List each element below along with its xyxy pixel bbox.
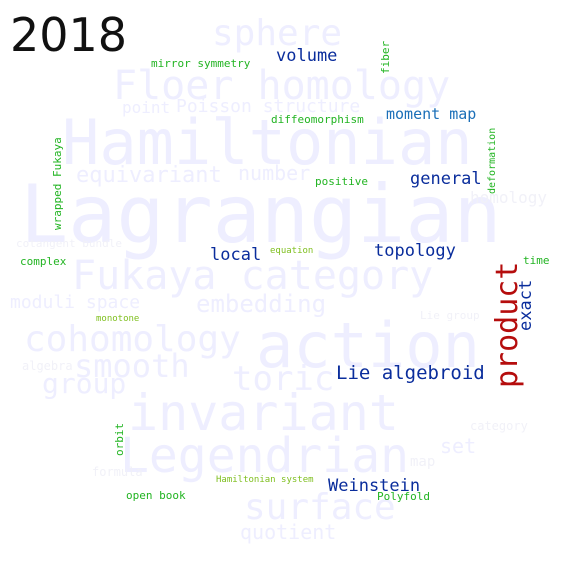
word-product: product: [490, 261, 525, 388]
word-equation: equation: [270, 246, 314, 256]
word-fukaya-category: Fukaya category: [72, 253, 434, 299]
word-lie-algebroid: Lie algebroid: [336, 362, 485, 384]
word-diffeomorphism: diffeomorphism: [271, 113, 364, 126]
word-action: action: [256, 309, 480, 382]
word-embedding: embedding: [196, 290, 327, 318]
word-surface: surface: [244, 487, 396, 528]
word-deformation: deformation: [487, 127, 498, 194]
word-smooth: smooth: [74, 347, 190, 385]
word-equivariant: equivariant: [76, 163, 222, 188]
word-topology: topology: [374, 241, 456, 261]
word-moment-map: moment map: [386, 105, 477, 123]
word-moduli-space: moduli space: [10, 292, 141, 313]
word-complex: complex: [20, 255, 67, 268]
word-homology: homology: [470, 188, 548, 207]
word-open-book: open book: [126, 489, 186, 502]
word-quotient: quotient: [240, 520, 337, 544]
word-local: local: [210, 245, 262, 265]
word-lagrangian: Lagrangian: [20, 168, 502, 261]
word-group: group: [42, 367, 127, 400]
word-monotone: monotone: [96, 314, 140, 324]
word-formula: formula: [92, 465, 143, 479]
word-fiber: fiber: [379, 40, 392, 74]
word-cohomology: cohomology: [24, 319, 241, 360]
word-floer-homology: Floer homology: [113, 63, 451, 109]
word-sphere: sphere: [212, 13, 343, 54]
year-label: 2018: [10, 8, 128, 62]
word-general: general: [410, 169, 482, 189]
word-cotangent-bundle: cotangent bundle: [16, 237, 122, 250]
word-point: point: [122, 98, 171, 117]
word-category: category: [470, 419, 528, 433]
word-lie-group: Lie group: [420, 309, 480, 322]
word-algebra: algebra: [22, 359, 73, 373]
word-hamiltonian: Hamiltonian: [62, 106, 473, 179]
word-hamiltonian-system: Hamiltonian system: [216, 475, 314, 485]
word-mirror-symmetry: mirror symmetry: [151, 57, 251, 70]
word-map: map: [410, 454, 436, 470]
word-number: number: [238, 161, 311, 185]
word-weinstein: Weinstein: [328, 476, 421, 496]
word-positive: positive: [315, 175, 368, 188]
word-time: time: [523, 254, 550, 267]
word-wrapped-fukaya: wrapped Fukaya: [51, 137, 64, 230]
word-volume: volume: [276, 46, 338, 66]
word-orbit: orbit: [113, 422, 126, 456]
word-invariant: invariant: [128, 384, 399, 442]
word-polyfold: Polyfold: [377, 490, 430, 503]
word-legendrian: Legendrian: [120, 428, 409, 484]
word-set: set: [440, 434, 477, 458]
word-poisson-structure: Poisson structure: [176, 96, 361, 117]
word-toric: toric: [232, 359, 335, 399]
